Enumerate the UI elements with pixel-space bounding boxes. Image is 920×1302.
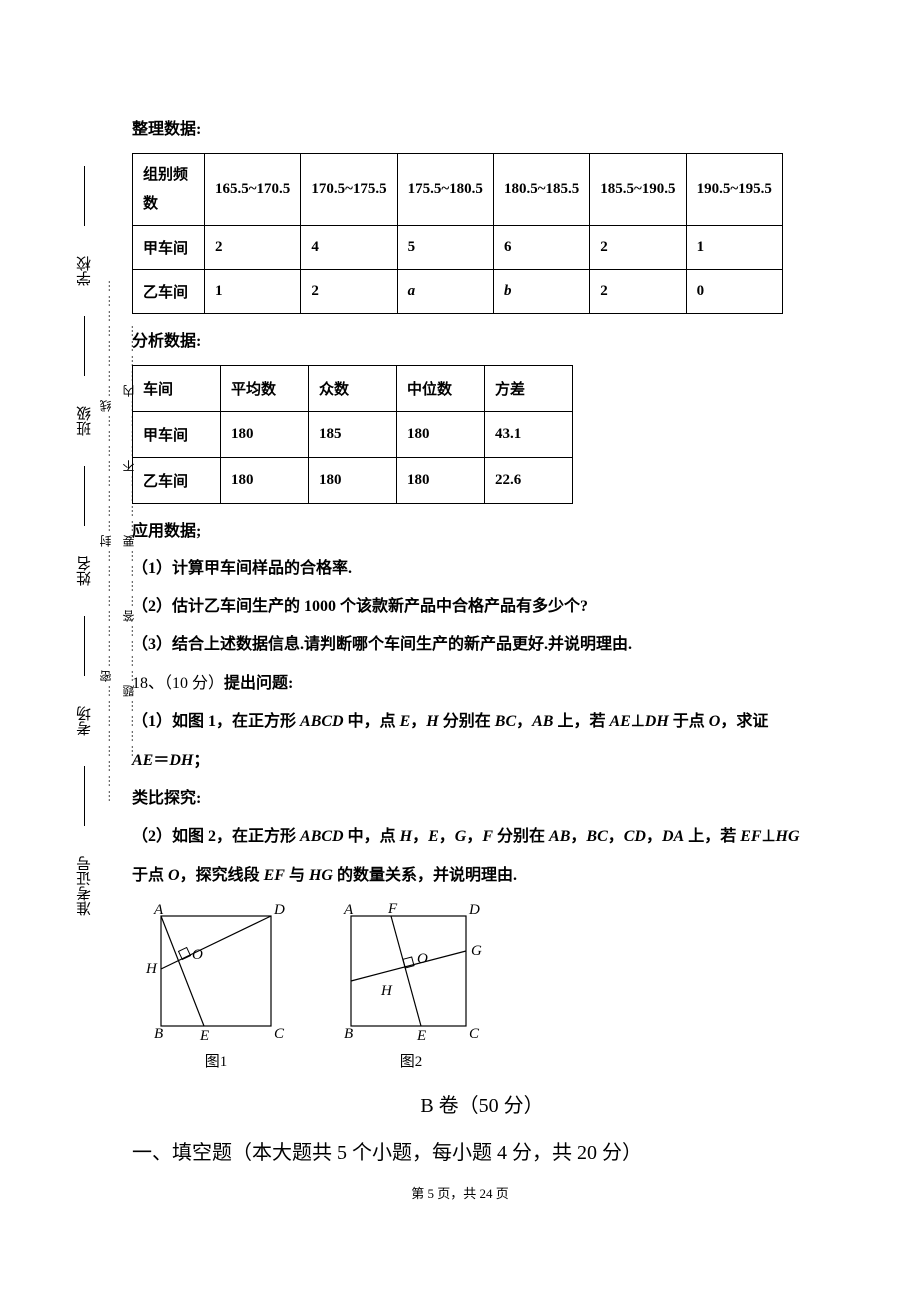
svg-text:A: A <box>343 902 354 918</box>
figure-2-caption: 图2 <box>326 1050 496 1071</box>
label-class: 班级 <box>74 406 95 436</box>
svg-text:B: B <box>344 1026 353 1041</box>
figures-row: A D B C H E O 图1 A F D G B C H <box>136 901 832 1071</box>
col-median: 中位数 <box>397 366 485 412</box>
cell: 甲车间 <box>133 412 221 458</box>
question-18-part2: （2）如图 2，在正方形 ABCD 中，点 H，E，G，F 分别在 AB，BC，… <box>132 818 832 856</box>
seal-line-outer: ……………………密……………………封……………………线…………………… <box>97 140 114 940</box>
cell: 2 <box>205 226 301 270</box>
table-row: 乙车间 1 2 a b 2 0 <box>133 270 783 314</box>
figure-1-caption: 图1 <box>136 1050 296 1071</box>
figure-1-svg: A D B C H E O <box>136 901 296 1041</box>
table-row: 甲车间 2 4 5 6 2 1 <box>133 226 783 270</box>
form-labels-column: 准考证号 考场 姓名 班级 学校 <box>74 140 95 940</box>
svg-text:O: O <box>192 947 203 963</box>
col-workshop: 车间 <box>133 366 221 412</box>
cell: 乙车间 <box>133 270 205 314</box>
cell: 43.1 <box>485 412 573 458</box>
label-admission: 准考证号 <box>74 856 95 916</box>
cell: 180 <box>309 458 397 504</box>
svg-text:D: D <box>468 902 480 918</box>
question-18-part2b: 于点 O，探究线段 EF 与 HG 的数量关系，并说明理由. <box>132 857 832 895</box>
cell: 6 <box>493 226 589 270</box>
col-range: 175.5~180.5 <box>397 154 493 226</box>
cell: 0 <box>686 270 782 314</box>
question-18-part1: （1）如图 1，在正方形 ABCD 中，点 E，H 分别在 BC，AB 上，若 … <box>132 703 832 741</box>
cell: 乙车间 <box>133 458 221 504</box>
table-row: 乙车间 180 180 180 22.6 <box>133 458 573 504</box>
cell: 甲车间 <box>133 226 205 270</box>
cell: 2 <box>301 270 397 314</box>
question-2: （2）估计乙车间生产的 1000 个该款新产品中合格产品有多少个? <box>132 588 832 626</box>
svg-text:H: H <box>380 983 393 999</box>
cell: 180 <box>221 412 309 458</box>
question-18-analogy: 类比探究: <box>132 780 832 818</box>
cell-a: a <box>397 270 493 314</box>
svg-text:E: E <box>199 1028 209 1041</box>
q-number: 18、 <box>132 675 164 692</box>
col-range: 185.5~190.5 <box>590 154 686 226</box>
question-3: （3）结合上述数据信息.请判断哪个车间生产的新产品更好.并说明理由. <box>132 626 832 664</box>
question-18-header: 18、（10 分）提出问题: <box>132 665 832 703</box>
svg-text:O: O <box>417 951 428 967</box>
cell: 5 <box>397 226 493 270</box>
question-1: （1）计算甲车间样品的合格率. <box>132 550 832 588</box>
svg-text:E: E <box>416 1028 426 1041</box>
svg-text:C: C <box>274 1026 285 1041</box>
table-header-row: 组别频数 165.5~170.5 170.5~175.5 175.5~180.5… <box>133 154 783 226</box>
cell: 4 <box>301 226 397 270</box>
blank-line <box>84 166 85 226</box>
figure-1: A D B C H E O 图1 <box>136 901 296 1071</box>
cell-b: b <box>493 270 589 314</box>
col-mean: 平均数 <box>221 366 309 412</box>
table-row: 甲车间 180 185 180 43.1 <box>133 412 573 458</box>
col-range: 165.5~170.5 <box>205 154 301 226</box>
svg-text:D: D <box>273 902 285 918</box>
cell: 1 <box>686 226 782 270</box>
blank-line <box>84 766 85 826</box>
figure-2-svg: A F D G B C H E O <box>326 901 496 1041</box>
heading-analyze: 分析数据: <box>132 324 832 359</box>
statistics-table: 车间 平均数 众数 中位数 方差 甲车间 180 185 180 43.1 乙车… <box>132 365 573 504</box>
cell: 185 <box>309 412 397 458</box>
svg-text:B: B <box>154 1026 163 1041</box>
blank-line <box>84 316 85 376</box>
svg-text:H: H <box>145 961 158 977</box>
svg-text:A: A <box>153 902 164 918</box>
cell: 1 <box>205 270 301 314</box>
col-range: 180.5~185.5 <box>493 154 589 226</box>
svg-text:G: G <box>471 943 482 959</box>
heading-organize: 整理数据: <box>132 112 832 147</box>
cell: 180 <box>221 458 309 504</box>
binding-margin: 准考证号 考场 姓名 班级 学校 ……………………密……………………封……………… <box>74 140 137 940</box>
heading-apply: 应用数据; <box>132 514 832 549</box>
q-intro: 提出问题: <box>224 675 293 692</box>
blank-line <box>84 466 85 526</box>
q-points: （10 分） <box>164 675 224 692</box>
question-18-part1b: AE＝DH； <box>132 742 832 780</box>
frequency-table: 组别频数 165.5~170.5 170.5~175.5 175.5~180.5… <box>132 153 783 314</box>
cell: 180 <box>397 412 485 458</box>
col-mode: 众数 <box>309 366 397 412</box>
label-room: 考场 <box>74 706 95 736</box>
section-b-title: B 卷（50 分） <box>132 1089 832 1118</box>
blank-line <box>84 616 85 676</box>
fill-blank-title: 一、填空题（本大题共 5 个小题，每小题 4 分，共 20 分） <box>132 1136 832 1165</box>
cell: 22.6 <box>485 458 573 504</box>
label-name: 姓名 <box>74 556 95 586</box>
main-content: 整理数据: 组别频数 165.5~170.5 170.5~175.5 175.5… <box>132 112 832 1165</box>
label-school: 学校 <box>74 256 95 286</box>
figure-2: A F D G B C H E O 图2 <box>326 901 496 1071</box>
cell: 2 <box>590 270 686 314</box>
cell: 180 <box>397 458 485 504</box>
col-range: 190.5~195.5 <box>686 154 782 226</box>
col-group: 组别频数 <box>133 154 205 226</box>
svg-text:C: C <box>469 1026 480 1041</box>
col-variance: 方差 <box>485 366 573 412</box>
col-range: 170.5~175.5 <box>301 154 397 226</box>
table-header-row: 车间 平均数 众数 中位数 方差 <box>133 366 573 412</box>
cell: 2 <box>590 226 686 270</box>
page-number: 第 5 页，共 24 页 <box>0 1183 920 1202</box>
svg-text:F: F <box>387 901 398 917</box>
